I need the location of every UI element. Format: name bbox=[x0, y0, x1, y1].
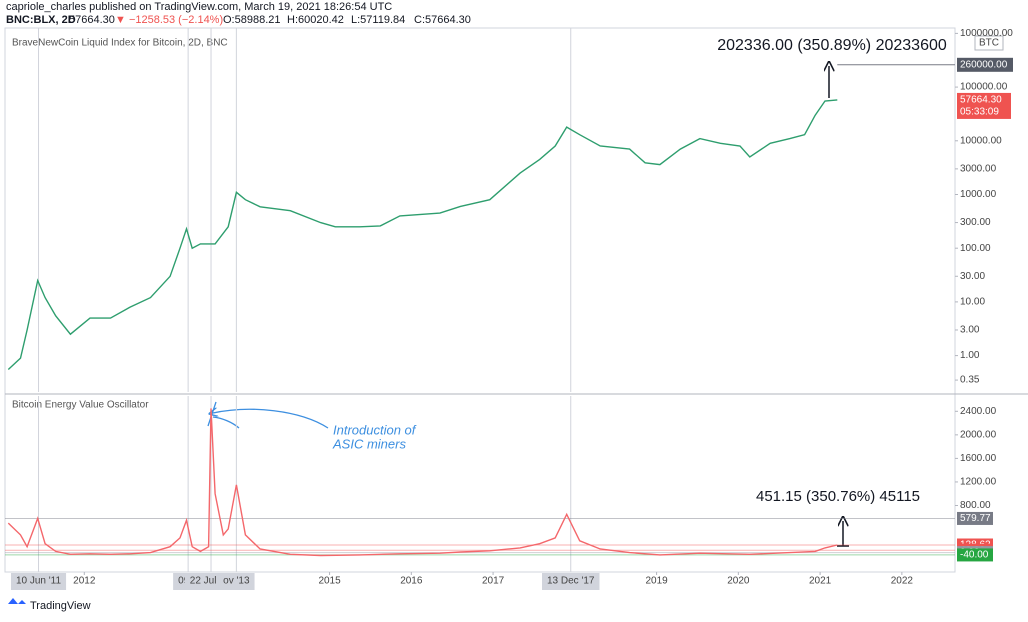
y-tick-label: 100.00 bbox=[960, 243, 991, 254]
price-annotation: 202336.00 (350.89%) 20233600 bbox=[717, 37, 947, 54]
level-label: -40.00 bbox=[960, 550, 989, 561]
low: L:57119.84 bbox=[351, 14, 405, 26]
y-tick-label: 1000.00 bbox=[960, 189, 997, 200]
x-highlight-label: 13 Dec '17 bbox=[547, 576, 595, 587]
y-tick-label: 0.35 bbox=[960, 375, 980, 386]
x-tick-label: 2012 bbox=[73, 576, 96, 587]
note-arrow bbox=[207, 401, 217, 427]
last-price-box bbox=[957, 92, 1011, 119]
x-highlight-box bbox=[10, 573, 67, 590]
brand: TradingView bbox=[30, 600, 91, 612]
symbol: BNC:BLX, 2D bbox=[6, 14, 76, 26]
y-tick-label: 300.00 bbox=[960, 217, 991, 228]
price-title: BraveNewCoin Liquid Index for Bitcoin, 2… bbox=[12, 38, 228, 49]
x-highlight-box bbox=[541, 573, 600, 590]
y-tick-label: 2400.00 bbox=[960, 406, 997, 417]
y-tick-label: 3.00 bbox=[960, 325, 980, 336]
y-tick-label: 800.00 bbox=[960, 500, 991, 511]
x-tick-label: 2017 bbox=[482, 576, 505, 587]
target-box bbox=[957, 57, 1013, 72]
x-highlight-box bbox=[218, 573, 255, 590]
x-tick-label: 2020 bbox=[727, 576, 750, 587]
oscillator-title: Bitcoin Energy Value Oscillator bbox=[12, 400, 149, 411]
note-line: Introduction of bbox=[333, 422, 417, 437]
high: H:60020.42 bbox=[287, 14, 344, 26]
note-arrow bbox=[212, 416, 240, 429]
y-tick-label: 30.00 bbox=[960, 271, 985, 282]
y-tick-label: 10.00 bbox=[960, 297, 985, 308]
logo bbox=[8, 598, 26, 604]
x-tick-label: 2016 bbox=[400, 576, 423, 587]
oscillator-annotation: 451.15 (350.76%) 45115 bbox=[756, 488, 920, 505]
note-arrow bbox=[213, 409, 329, 429]
close: C:57664.30 bbox=[414, 14, 471, 26]
published-line: capriole_charles published on TradingVie… bbox=[6, 1, 392, 13]
x-tick-label: 2019 bbox=[645, 576, 668, 587]
last-price: 57664.30 bbox=[69, 14, 115, 26]
x-highlight-label: 10 Jun '11 bbox=[16, 576, 62, 587]
level-box bbox=[957, 511, 993, 525]
x-highlight-label: 22 Jul '13 bbox=[190, 576, 233, 587]
y-tick-label: 1000000.00 bbox=[960, 28, 1013, 39]
x-tick-label: 2015 bbox=[318, 576, 341, 587]
y-tick-label: 1200.00 bbox=[960, 477, 997, 488]
y-tick-label: 3000.00 bbox=[960, 164, 997, 175]
x-tick-label: 2022 bbox=[891, 576, 914, 587]
series-line bbox=[7, 408, 838, 557]
y-tick-label: 1600.00 bbox=[960, 453, 997, 464]
currency: BTC bbox=[979, 38, 999, 49]
open: O:58988.21 bbox=[223, 14, 281, 26]
x-highlight-label: ov '13 bbox=[223, 576, 250, 587]
level-label: 579.77 bbox=[960, 513, 991, 524]
y-tick-label: 10000.00 bbox=[960, 135, 1002, 146]
last-price-label: 57664.30 bbox=[960, 95, 1002, 106]
y-tick-label: 1.00 bbox=[960, 350, 980, 361]
level-box bbox=[957, 548, 993, 562]
series-line bbox=[7, 99, 838, 371]
change: ▼ −1258.53 (−2.14%) bbox=[115, 14, 223, 26]
target-label: 260000.00 bbox=[960, 59, 1008, 70]
note-line: ASIC miners bbox=[332, 436, 406, 451]
currency-box bbox=[974, 35, 1004, 51]
y-tick-label: 2000.00 bbox=[960, 429, 997, 440]
x-tick-label: 2021 bbox=[809, 576, 832, 587]
y-tick-label: 100000.00 bbox=[960, 82, 1008, 93]
countdown: 05:33:09 bbox=[960, 107, 999, 118]
